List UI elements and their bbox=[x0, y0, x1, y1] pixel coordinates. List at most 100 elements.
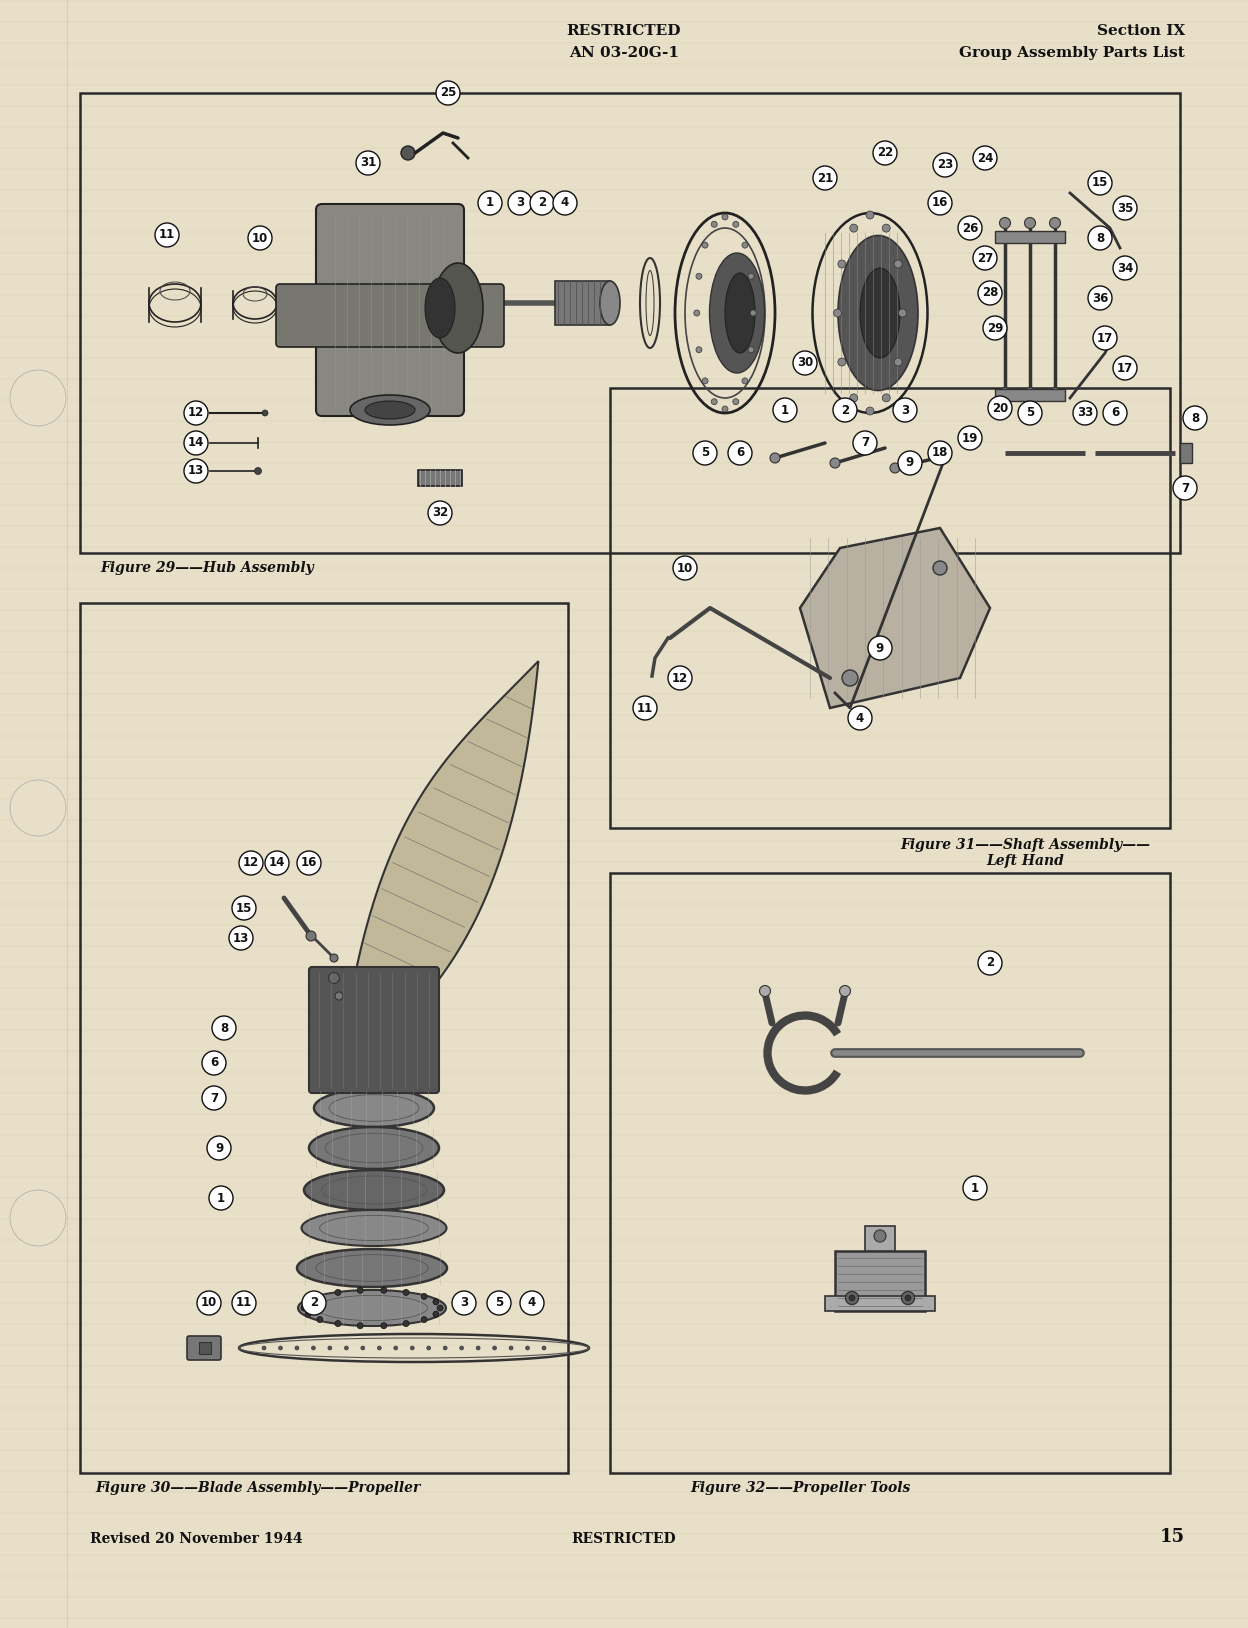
Circle shape bbox=[295, 1346, 300, 1350]
Circle shape bbox=[748, 274, 754, 280]
Circle shape bbox=[894, 358, 902, 366]
Circle shape bbox=[301, 1306, 307, 1311]
Circle shape bbox=[760, 985, 770, 996]
Circle shape bbox=[262, 1346, 266, 1350]
Circle shape bbox=[899, 451, 922, 475]
Circle shape bbox=[899, 309, 906, 317]
FancyBboxPatch shape bbox=[316, 204, 464, 417]
Circle shape bbox=[1018, 400, 1042, 425]
Bar bbox=[418, 470, 462, 487]
Text: 22: 22 bbox=[877, 147, 894, 160]
Circle shape bbox=[312, 1346, 316, 1350]
Circle shape bbox=[1113, 256, 1137, 280]
Circle shape bbox=[317, 1293, 323, 1299]
Text: 2: 2 bbox=[841, 404, 849, 417]
Text: 31: 31 bbox=[359, 156, 376, 169]
Circle shape bbox=[1050, 218, 1061, 228]
Text: 23: 23 bbox=[937, 158, 953, 171]
Circle shape bbox=[733, 221, 739, 228]
Circle shape bbox=[842, 671, 859, 685]
Circle shape bbox=[553, 190, 577, 215]
Text: 3: 3 bbox=[515, 197, 524, 210]
Circle shape bbox=[743, 243, 748, 247]
Text: 17: 17 bbox=[1117, 361, 1133, 374]
Circle shape bbox=[934, 153, 957, 177]
Text: 8: 8 bbox=[220, 1021, 228, 1034]
Circle shape bbox=[183, 431, 208, 454]
Text: 12: 12 bbox=[188, 407, 205, 420]
Text: 1: 1 bbox=[485, 197, 494, 210]
Ellipse shape bbox=[725, 274, 755, 353]
Circle shape bbox=[1113, 357, 1137, 379]
Circle shape bbox=[207, 1136, 231, 1161]
Text: 4: 4 bbox=[528, 1296, 537, 1309]
Circle shape bbox=[852, 431, 877, 454]
Circle shape bbox=[10, 780, 66, 837]
Circle shape bbox=[850, 394, 857, 402]
Text: 28: 28 bbox=[982, 287, 998, 300]
Circle shape bbox=[183, 459, 208, 484]
Bar bbox=[825, 1296, 935, 1311]
Text: Figure 32——Propeller Tools: Figure 32——Propeller Tools bbox=[690, 1481, 910, 1495]
Text: 6: 6 bbox=[736, 446, 744, 459]
Ellipse shape bbox=[860, 269, 900, 358]
Circle shape bbox=[723, 405, 728, 412]
Circle shape bbox=[1103, 400, 1127, 425]
Bar bbox=[610, 387, 1171, 829]
Circle shape bbox=[978, 951, 1002, 975]
Circle shape bbox=[958, 427, 982, 449]
Bar bbox=[198, 1341, 211, 1354]
Text: 12: 12 bbox=[671, 671, 688, 684]
Bar bbox=[835, 1250, 925, 1311]
Ellipse shape bbox=[314, 1089, 434, 1127]
Circle shape bbox=[711, 221, 718, 228]
Text: 13: 13 bbox=[188, 464, 205, 477]
Ellipse shape bbox=[433, 264, 483, 353]
Circle shape bbox=[866, 212, 874, 220]
Text: 13: 13 bbox=[233, 931, 250, 944]
Circle shape bbox=[329, 954, 338, 962]
Circle shape bbox=[305, 1311, 311, 1317]
Circle shape bbox=[723, 213, 728, 220]
Circle shape bbox=[328, 1346, 332, 1350]
Circle shape bbox=[459, 1346, 464, 1350]
Text: 18: 18 bbox=[932, 446, 948, 459]
Circle shape bbox=[668, 666, 691, 690]
Text: 15: 15 bbox=[1159, 1529, 1186, 1547]
Text: 5: 5 bbox=[701, 446, 709, 459]
Text: 8: 8 bbox=[1096, 231, 1104, 244]
Circle shape bbox=[901, 1291, 915, 1304]
Bar bbox=[995, 231, 1065, 243]
Circle shape bbox=[633, 697, 656, 720]
Text: 10: 10 bbox=[201, 1296, 217, 1309]
Text: 1: 1 bbox=[781, 404, 789, 417]
Circle shape bbox=[882, 225, 890, 233]
Circle shape bbox=[978, 282, 1002, 304]
Text: 34: 34 bbox=[1117, 262, 1133, 275]
Circle shape bbox=[255, 467, 262, 474]
Text: 12: 12 bbox=[243, 856, 260, 869]
Ellipse shape bbox=[600, 282, 620, 326]
Circle shape bbox=[963, 1175, 987, 1200]
Text: 20: 20 bbox=[992, 402, 1008, 415]
Text: 35: 35 bbox=[1117, 202, 1133, 215]
Circle shape bbox=[983, 316, 1007, 340]
Bar bbox=[865, 1226, 895, 1250]
Circle shape bbox=[869, 637, 892, 659]
Text: Revised 20 November 1944: Revised 20 November 1944 bbox=[90, 1532, 302, 1547]
Circle shape bbox=[334, 991, 343, 1000]
Circle shape bbox=[377, 1346, 382, 1350]
Text: 7: 7 bbox=[861, 436, 869, 449]
Circle shape bbox=[703, 243, 708, 247]
Circle shape bbox=[1088, 171, 1112, 195]
Circle shape bbox=[832, 397, 857, 422]
Text: 3: 3 bbox=[461, 1296, 468, 1309]
Circle shape bbox=[278, 1346, 282, 1350]
Text: 6: 6 bbox=[1111, 407, 1119, 420]
Text: Figure 29——Hub Assembly: Figure 29——Hub Assembly bbox=[100, 562, 313, 575]
Circle shape bbox=[421, 1293, 427, 1299]
Circle shape bbox=[733, 399, 739, 405]
Text: 36: 36 bbox=[1092, 291, 1108, 304]
Text: 9: 9 bbox=[876, 641, 884, 654]
Text: 1: 1 bbox=[217, 1192, 225, 1205]
